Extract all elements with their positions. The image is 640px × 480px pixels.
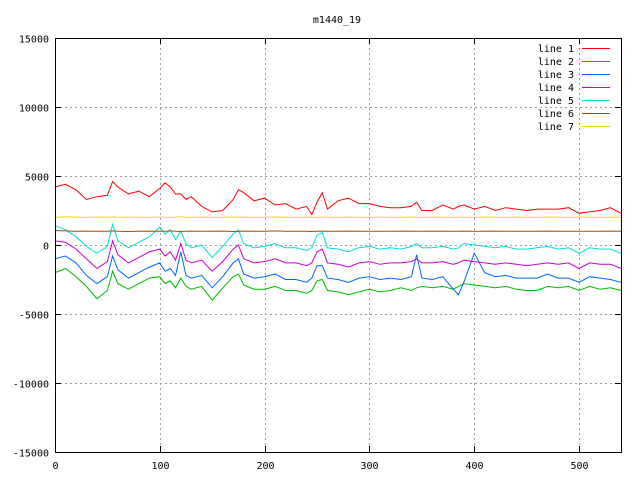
series-line-1 bbox=[54, 180, 622, 216]
x-tick-label: 500 bbox=[570, 461, 588, 472]
legend-label: line 2 bbox=[538, 57, 574, 68]
legend-label: line 3 bbox=[538, 70, 574, 81]
x-tick-label: 0 bbox=[52, 461, 58, 472]
x-tick-label: 300 bbox=[360, 461, 378, 472]
series-line-7 bbox=[54, 216, 622, 218]
y-tick-label: -15000 bbox=[13, 449, 49, 460]
legend-label: line 6 bbox=[538, 109, 574, 120]
legend-label: line 1 bbox=[538, 44, 574, 55]
y-tick-label: 5000 bbox=[25, 173, 49, 184]
x-tick-label: 100 bbox=[151, 461, 169, 472]
chart-title: m1440_19 bbox=[313, 15, 361, 26]
legend: line 1 line 2 line 3 line 4 line 5 line 6 line… bbox=[538, 44, 610, 133]
grid bbox=[55, 38, 621, 452]
y-tick-label: -10000 bbox=[13, 380, 49, 391]
series-line-6 bbox=[54, 230, 622, 233]
series-line-4 bbox=[54, 239, 622, 272]
series-line-2 bbox=[54, 267, 622, 301]
legend-label: line 7 bbox=[538, 122, 574, 133]
legend-label: line 5 bbox=[538, 96, 574, 107]
y-tick-label: 10000 bbox=[19, 104, 49, 115]
x-tick-label: 400 bbox=[465, 461, 483, 472]
y-tick-label: 0 bbox=[43, 242, 49, 253]
series-line-5 bbox=[54, 222, 622, 259]
axes: -15000 -10000 -5000 0 5000 10000 15000 0 100 200 3… bbox=[13, 35, 621, 472]
x-tick-label: 200 bbox=[256, 461, 274, 472]
legend-label: line 4 bbox=[538, 83, 574, 94]
y-tick-label: -5000 bbox=[19, 311, 49, 322]
series-line-3 bbox=[54, 251, 622, 296]
y-tick-label: 15000 bbox=[19, 35, 49, 46]
plot-series bbox=[54, 180, 622, 301]
